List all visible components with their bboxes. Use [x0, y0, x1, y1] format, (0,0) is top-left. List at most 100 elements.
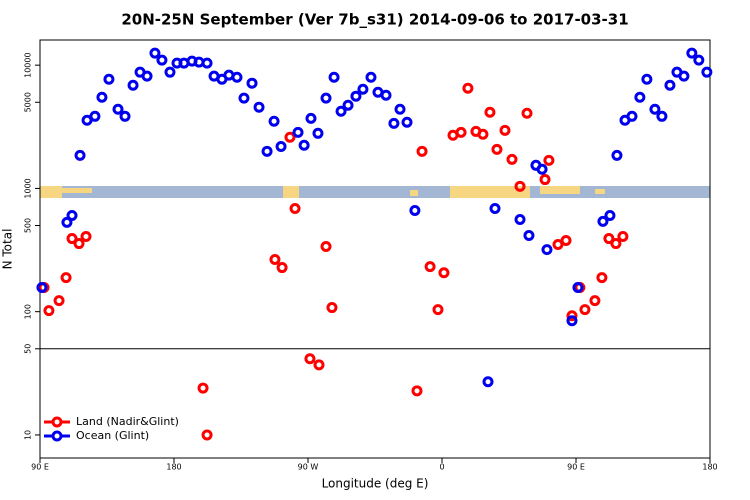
point: [73, 238, 85, 250]
point: [238, 92, 250, 104]
y-tick-label: 5000: [24, 92, 33, 112]
point: [268, 115, 280, 127]
point: [610, 238, 622, 250]
point: [455, 126, 467, 138]
point: [275, 140, 287, 152]
x-tick-label: 90 E: [567, 463, 585, 472]
point: [401, 116, 413, 128]
legend-marker: [51, 416, 63, 428]
point: [388, 117, 400, 129]
point: [141, 70, 153, 82]
point: [66, 233, 78, 245]
chart-title: 20N-25N September (Ver 7b_s31) 2014-09-0…: [121, 11, 628, 29]
point: [432, 304, 444, 316]
point: [521, 107, 533, 119]
point: [149, 47, 161, 59]
point: [543, 154, 555, 166]
y-tick-label: 100: [24, 304, 33, 319]
map-strip: [40, 186, 710, 198]
x-tick-label: 0: [439, 463, 444, 472]
x-tick-label: 180: [702, 463, 717, 472]
point: [276, 262, 288, 274]
point: [686, 47, 698, 59]
point: [350, 90, 362, 102]
point: [201, 429, 213, 441]
point: [552, 238, 564, 250]
point: [617, 231, 629, 243]
point: [89, 110, 101, 122]
point: [261, 145, 273, 157]
point: [634, 91, 646, 103]
point: [604, 209, 616, 221]
x-tick-label: 90 E: [31, 463, 49, 472]
point: [326, 302, 338, 314]
point: [80, 231, 92, 243]
point: [514, 213, 526, 225]
point: [589, 295, 601, 307]
point: [566, 315, 578, 327]
point: [514, 180, 526, 192]
point: [572, 282, 584, 294]
point: [424, 261, 436, 273]
point: [603, 233, 615, 245]
point: [164, 66, 176, 78]
point: [477, 128, 489, 140]
y-tick-label: 1000: [24, 178, 33, 198]
point: [491, 143, 503, 155]
point: [499, 124, 511, 136]
point: [664, 79, 676, 91]
point: [626, 110, 638, 122]
point: [649, 103, 661, 115]
point: [320, 92, 332, 104]
x-tick-label: 90 W: [298, 463, 319, 472]
point: [201, 57, 213, 69]
point: [380, 89, 392, 101]
point: [611, 149, 623, 161]
point: [81, 114, 93, 126]
point: [304, 353, 316, 365]
point: [394, 103, 406, 115]
point: [231, 71, 243, 83]
point: [536, 163, 548, 175]
point: [482, 376, 494, 388]
point: [74, 149, 86, 161]
x-tick-label: 180: [166, 463, 181, 472]
point: [43, 305, 55, 317]
point: [312, 127, 324, 139]
point: [523, 229, 535, 241]
point: [560, 234, 572, 246]
x-axis-label: Longitude (deg E): [322, 477, 429, 491]
point: [656, 110, 668, 122]
point: [269, 254, 281, 266]
point: [66, 209, 78, 221]
point: [484, 106, 496, 118]
point: [678, 70, 690, 82]
point: [289, 203, 301, 215]
point: [292, 126, 304, 138]
point: [693, 54, 705, 66]
point: [416, 145, 428, 157]
point: [342, 99, 354, 111]
point: [197, 382, 209, 394]
legend-marker: [51, 430, 63, 442]
point: [112, 103, 124, 115]
point: [579, 304, 591, 316]
point: [298, 139, 310, 151]
point: [539, 174, 551, 186]
point: [701, 66, 713, 78]
y-tick-label: 500: [24, 218, 33, 233]
point: [566, 310, 578, 322]
legend-label: Land (Nadir&Glint): [76, 415, 179, 428]
point: [156, 54, 168, 66]
y-axis-label: N Total: [1, 229, 15, 270]
point: [541, 244, 553, 256]
plot-frame: [39, 39, 711, 459]
point: [103, 73, 115, 85]
point: [596, 272, 608, 284]
y-tick-label: 10000: [24, 52, 33, 77]
point: [253, 101, 265, 113]
point: [357, 83, 369, 95]
point: [597, 215, 609, 227]
point: [409, 205, 421, 217]
